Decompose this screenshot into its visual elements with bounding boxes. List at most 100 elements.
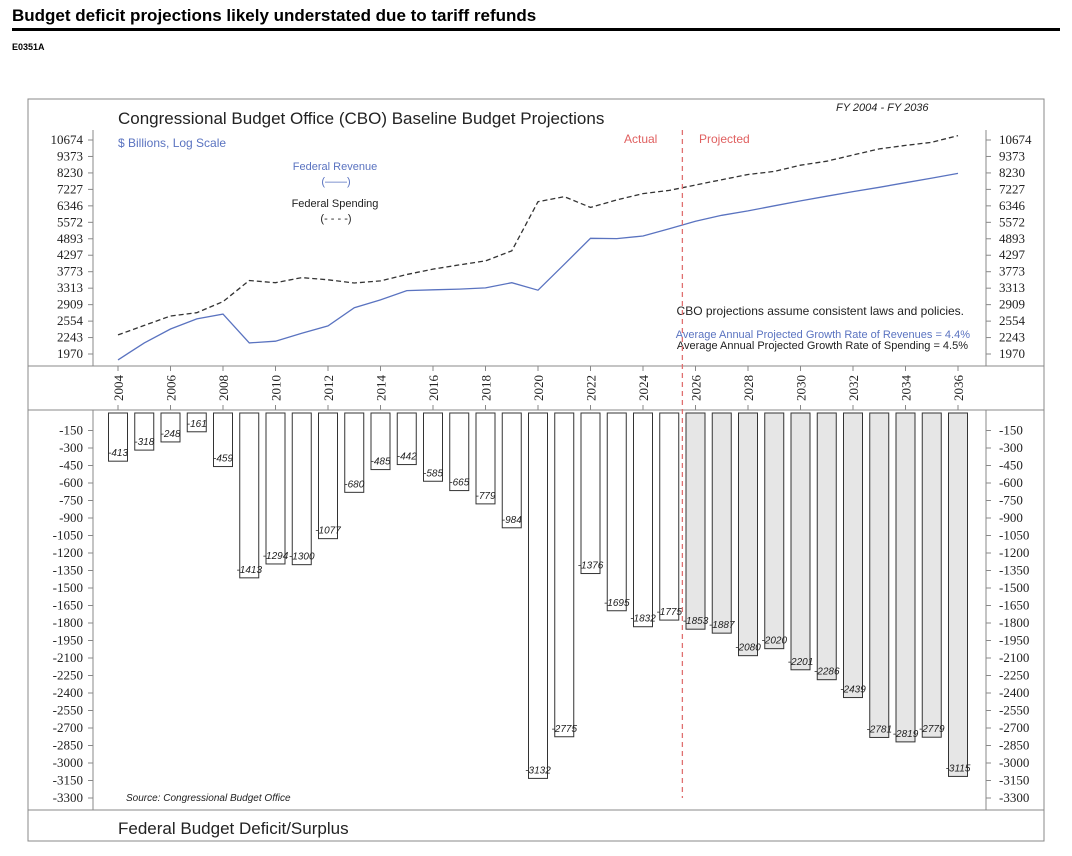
deficit-bar-label: -1376 [578,561,604,572]
bar-ytick-label-right: -1650 [999,598,1029,613]
line-ytick-label-right: 6346 [999,198,1026,213]
bar-ytick-label-right: -1800 [999,615,1029,630]
deficit-bar [895,412,916,743]
deficit-bar-label: -2020 [761,636,787,647]
line-ytick-label-left: 4893 [57,231,83,246]
deficit-bar [948,412,968,777]
source-note: Source: Congressional Budget Office [126,793,291,804]
bar-chart-title: Federal Budget Deficit/Surplus [118,819,349,838]
line-ytick-label-right: 9373 [999,148,1025,163]
deficit-bar-label: -161 [187,419,207,430]
bar-ytick-label-right: -1950 [999,633,1029,648]
note-spending-growth: Average Annual Projected Growth Rate of … [677,340,968,352]
deficit-bar [921,412,942,738]
actual-label: Actual [624,132,657,146]
bar-ytick-label-left: -1200 [53,545,83,560]
deficit-bar [790,412,811,671]
deficit-bar-label: -2080 [735,643,761,654]
title-rule [12,28,1060,31]
deficit-bar [160,412,181,443]
bar-ytick-label-right: -2100 [999,650,1029,665]
bar-ytick-label-left: -3300 [53,790,83,805]
line-ytick-label-right: 8230 [999,165,1025,180]
xtick-label: 2014 [374,375,389,402]
deficit-bar [554,412,575,738]
bar-ytick-label-right: -900 [999,510,1023,525]
deficit-bar [134,412,155,451]
line-ytick-label-right: 1970 [999,346,1025,361]
unit-label: $ Billions, Log Scale [118,136,226,150]
line-ytick-label-left: 5572 [57,214,83,229]
deficit-bar [475,412,496,505]
deficit-bar [711,412,732,634]
deficit-bar-label: -248 [160,429,180,440]
legend-revenue-key: (——) [321,176,350,188]
line-ytick-label-right: 2243 [999,330,1025,345]
line-ytick-label-right: 2554 [999,313,1026,328]
xtick-label: 2030 [794,375,809,401]
line-ytick-label-left: 2554 [57,313,84,328]
legend-revenue: Federal Revenue [293,161,377,173]
deficit-bar [501,412,522,529]
page-title: Budget deficit projections likely unders… [12,6,537,25]
chart-frame [27,98,1045,842]
xtick-label: 2034 [899,375,914,402]
xtick-label: 2022 [584,375,599,401]
xtick-label: 2026 [689,375,704,402]
deficit-bar-label: -665 [449,478,469,489]
deficit-bar [291,412,312,566]
bar-ytick-label-right: -300 [999,440,1023,455]
bar-ytick-label-right: -450 [999,458,1023,473]
bar-ytick-label-left: -3150 [53,773,83,788]
deficit-bar-label: -1413 [236,565,262,576]
deficit-bar-label: -442 [397,452,417,463]
projected-label: Projected [699,132,750,146]
deficit-bar-label: -2781 [866,724,892,735]
deficit-bar [370,412,391,471]
bar-ytick-label-right: -1500 [999,580,1029,595]
xtick-label: 2024 [636,375,651,402]
bar-ytick-label-left: -1650 [53,598,83,613]
deficit-bar-label: -413 [108,448,128,459]
deficit-bar [239,412,260,579]
deficit-bar [213,412,233,468]
deficit-bar-label: -1695 [604,598,630,609]
bar-ytick-label-right: -2700 [999,720,1029,735]
xtick-label: 2020 [531,375,546,401]
line-ytick-label-right: 3773 [999,264,1025,279]
bar-ytick-label-right: -3150 [999,773,1029,788]
deficit-bar [580,412,601,575]
deficit-bar [685,412,706,630]
xtick-label: 2012 [321,375,336,401]
line-ytick-label-left: 2909 [57,297,83,312]
deficit-bar [449,412,470,492]
xtick-label: 2006 [164,375,179,402]
deficit-bar-label: -1853 [683,616,709,627]
bar-ytick-label-right: -2250 [999,668,1029,683]
bar-ytick-label-left: -2700 [53,720,83,735]
bar-ytick-label-left: -1500 [53,580,83,595]
deficit-bar [528,412,548,779]
line-ytick-label-left: 6346 [57,198,84,213]
bar-ytick-label-left: -2850 [53,738,83,753]
bar-ytick-label-right: -2400 [999,685,1029,700]
deficit-bar-label: -318 [134,437,154,448]
bar-ytick-label-left: -1350 [53,563,83,578]
line-ytick-label-left: 9373 [57,148,83,163]
deficit-bar-label: -1775 [656,607,682,618]
line-ytick-label-right: 2909 [999,297,1025,312]
bar-ytick-label-left: -1950 [53,633,83,648]
line-ytick-label-left: 10674 [51,132,84,147]
bar-ytick-label-right: -750 [999,493,1023,508]
bar-ytick-label-left: -900 [59,510,83,525]
deficit-bar-label: -1077 [315,526,341,537]
deficit-bar [396,412,417,466]
deficit-bar-label: -3132 [525,765,551,776]
line-ytick-label-right: 4893 [999,231,1025,246]
xtick-label: 2028 [741,375,756,401]
line-chart-title: Congressional Budget Office (CBO) Baseli… [118,109,604,128]
bar-ytick-label-right: -150 [999,423,1023,438]
deficit-bar-label: -984 [502,515,522,526]
